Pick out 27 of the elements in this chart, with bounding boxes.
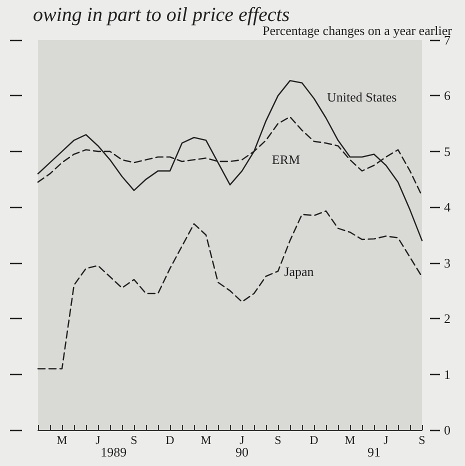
series-label: ERM bbox=[272, 152, 301, 168]
y-tick-label: 6 bbox=[444, 88, 451, 104]
x-tick-label: M bbox=[344, 433, 356, 447]
series-label: Japan bbox=[284, 264, 314, 280]
chart-title: owing in part to oil price effects bbox=[33, 4, 290, 26]
x-tick-label: S bbox=[274, 433, 282, 447]
text: 90 bbox=[236, 444, 248, 460]
y-tick-label: 3 bbox=[444, 255, 450, 270]
x-tick-label: S bbox=[418, 433, 426, 447]
text: 1989 bbox=[100, 444, 127, 460]
x-tick-label: M bbox=[200, 433, 212, 447]
x-tick-label: J bbox=[384, 433, 389, 447]
text: 91 bbox=[368, 444, 380, 460]
y-tick-label: 0 bbox=[444, 422, 450, 438]
x-tick-label: S bbox=[130, 433, 138, 447]
x-tick-label: J bbox=[240, 433, 245, 447]
y-tick-label: 5 bbox=[444, 144, 450, 159]
line-series bbox=[37, 210, 423, 370]
x-tick-label: D bbox=[310, 433, 319, 447]
x-tick-label: J bbox=[96, 433, 101, 447]
x-tick-label: M bbox=[56, 433, 68, 447]
x-tick-label: D bbox=[166, 433, 175, 447]
y-tick-label: 4 bbox=[444, 200, 451, 215]
y-tick-label: 2 bbox=[444, 311, 450, 326]
series-label: United States bbox=[327, 89, 397, 104]
y-tick-label: 1 bbox=[444, 366, 450, 382]
line-series bbox=[37, 80, 423, 242]
